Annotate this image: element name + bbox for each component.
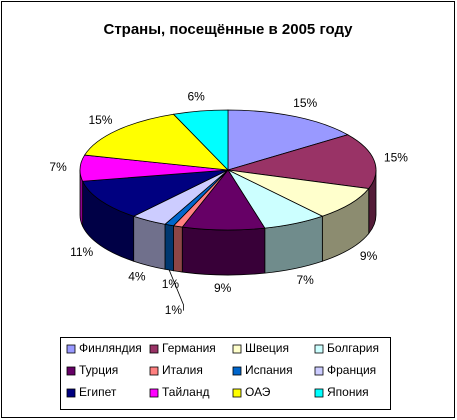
legend-swatch [314,388,324,398]
data-label: 15% [88,113,112,127]
legend-swatch [232,344,242,354]
pie-side [173,225,183,273]
legend: Финляндия Германия Швеция Болгария Турция Ита… [66,341,379,399]
legend-label: Турция [79,363,118,377]
data-label: 15% [293,96,317,110]
data-label: 6% [187,89,205,103]
pie: 15% 15% 9% 7% 9% 1% 1% 4% 11% 7% 15% 6% [49,89,408,316]
chart-title: Страны, посещённые в 2005 году [103,21,353,38]
data-label: 9% [360,249,378,263]
legend-label: Испания [245,363,293,377]
data-label: 9% [214,281,232,295]
legend-swatch [232,388,242,398]
legend-swatch [149,344,159,354]
legend-swatch [66,344,76,354]
legend-label: Египет [79,385,117,399]
legend-swatch [314,344,324,354]
pie-slice [82,169,229,217]
pie-slice [181,169,266,231]
data-label: 4% [128,270,146,284]
legend-swatch [149,388,159,398]
pie-side [164,223,174,272]
legend-swatch [149,366,159,376]
data-label: 1% [162,277,180,291]
leader-line [168,269,184,311]
legend-label: Швеция [245,341,289,355]
legend-label: Германия [162,341,216,355]
data-label: 7% [49,160,67,174]
pie-slice [227,109,349,171]
pie-side [181,226,266,276]
pie-slice [227,169,370,217]
pie-side [133,215,166,270]
legend-label: Болгария [327,341,379,355]
pie-slice [83,113,230,171]
legend-box [60,337,391,410]
pie-slice [172,109,229,171]
data-label: 11% [70,245,93,259]
legend-label: Япония [327,385,369,399]
pie-slice [227,134,377,189]
legend-swatch [66,366,76,376]
legend-label: Франция [327,363,376,377]
data-label: 15% [384,151,408,165]
legend-label: Тайланд [162,385,209,399]
legend-label: Финляндия [79,341,142,355]
data-label: 7% [297,273,315,287]
data-label: 1% [165,303,183,317]
legend-label: Италия [162,363,203,377]
legend-swatch [314,366,324,376]
legend-swatch [66,388,76,398]
legend-swatch [232,366,242,376]
legend-label: ОАЭ [245,385,271,399]
